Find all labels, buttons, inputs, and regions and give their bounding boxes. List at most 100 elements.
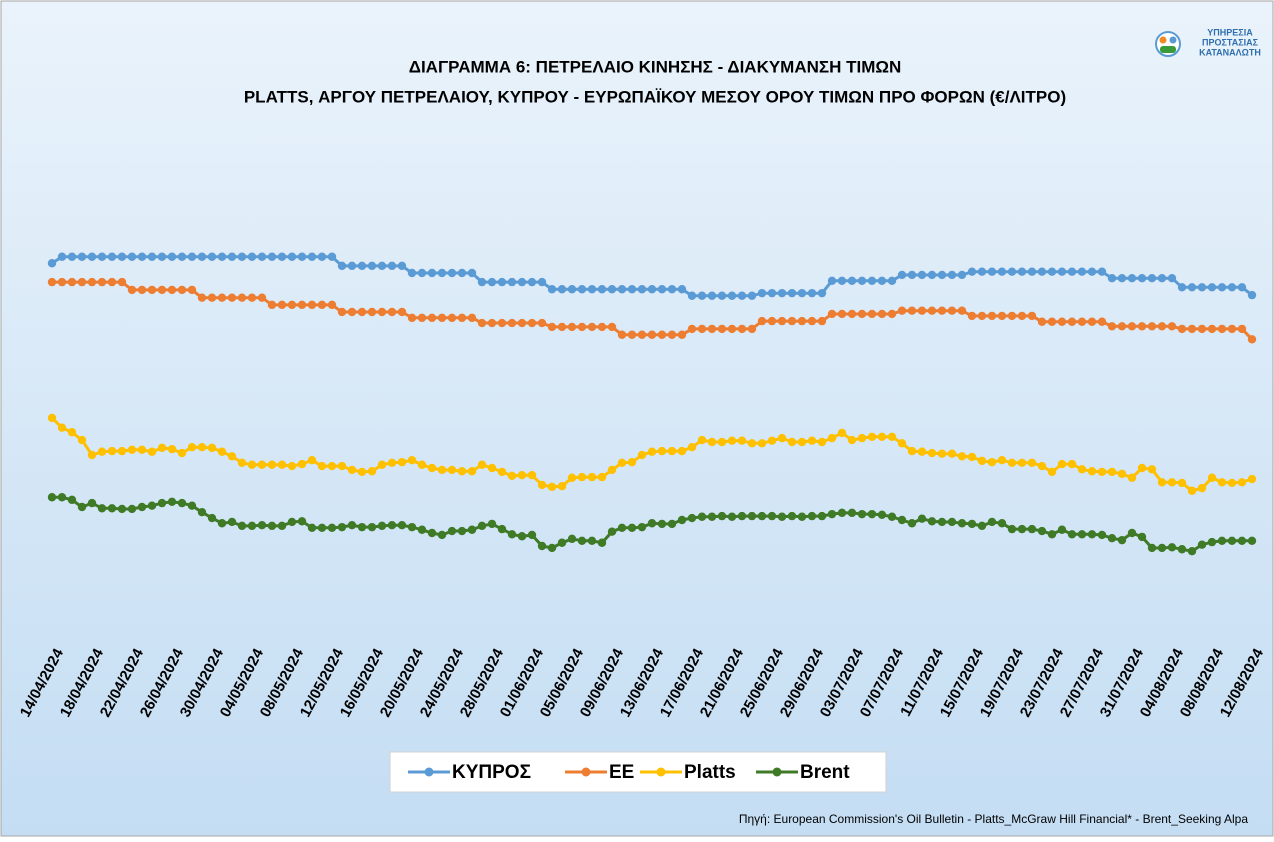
data-point — [567, 473, 577, 482]
data-point — [487, 318, 497, 328]
data-point — [727, 291, 737, 300]
data-point — [747, 439, 757, 448]
data-point — [1137, 322, 1147, 331]
data-point — [97, 252, 107, 261]
data-point — [1177, 478, 1187, 488]
data-point — [1217, 536, 1227, 545]
data-point — [457, 467, 467, 476]
data-point — [237, 252, 247, 261]
data-point — [907, 519, 917, 528]
data-point — [1197, 540, 1207, 549]
data-point — [787, 437, 797, 447]
data-point — [217, 252, 227, 261]
data-point — [1087, 317, 1097, 326]
logo-text: ΥΠΗΡΕΣΙΑ — [1207, 27, 1253, 37]
data-point — [1137, 274, 1147, 283]
data-point — [357, 307, 367, 317]
data-point — [177, 252, 187, 261]
data-point — [207, 513, 217, 523]
data-point — [1057, 267, 1067, 276]
data-point — [427, 463, 437, 473]
data-point — [287, 300, 297, 310]
data-point — [917, 306, 927, 315]
data-point — [507, 318, 517, 328]
data-point — [947, 449, 957, 458]
data-point — [537, 277, 547, 287]
data-point — [787, 316, 797, 326]
data-point — [1137, 532, 1147, 542]
legend-box — [389, 751, 887, 793]
data-point — [927, 306, 937, 315]
data-point — [1207, 283, 1217, 292]
data-point — [387, 458, 397, 467]
data-point — [497, 318, 507, 328]
data-point — [837, 428, 847, 438]
data-point — [1187, 547, 1197, 556]
data-point — [527, 318, 537, 328]
data-point — [1097, 467, 1107, 477]
data-point — [587, 536, 597, 545]
data-point — [717, 324, 727, 334]
data-point — [997, 519, 1007, 528]
data-point — [267, 300, 277, 310]
data-point — [757, 316, 767, 326]
data-point — [1157, 274, 1167, 283]
data-point — [857, 433, 867, 443]
data-point — [597, 322, 607, 332]
data-point — [737, 291, 747, 300]
data-point — [757, 288, 767, 298]
data-point — [907, 270, 917, 280]
data-point — [177, 285, 187, 295]
data-point — [327, 523, 337, 532]
data-point — [457, 526, 467, 536]
data-point — [527, 277, 537, 287]
data-point — [677, 515, 687, 525]
data-point — [197, 508, 207, 517]
data-point — [47, 277, 57, 287]
data-point — [357, 261, 367, 271]
data-point — [1067, 459, 1077, 469]
data-point — [297, 459, 307, 469]
data-point — [357, 522, 367, 532]
data-point — [1197, 324, 1207, 334]
data-point — [1117, 535, 1127, 545]
data-point — [1047, 317, 1057, 326]
data-point — [977, 521, 987, 531]
data-point — [797, 512, 807, 521]
data-point — [657, 285, 667, 294]
data-point — [887, 512, 897, 521]
data-point — [137, 252, 147, 261]
data-point — [917, 447, 927, 456]
data-point — [497, 467, 507, 477]
data-point — [1147, 465, 1157, 474]
data-point — [347, 307, 357, 317]
data-point — [527, 530, 537, 540]
data-point — [117, 504, 127, 514]
data-point — [407, 313, 417, 323]
data-point — [987, 517, 997, 527]
data-point — [207, 443, 217, 453]
data-point — [787, 288, 797, 298]
data-point — [647, 519, 657, 528]
data-point — [557, 322, 567, 332]
data-point — [1017, 458, 1027, 467]
data-point — [467, 313, 477, 323]
data-point — [1237, 283, 1247, 292]
data-point — [277, 300, 287, 310]
data-point — [557, 538, 567, 547]
data-point — [637, 450, 647, 460]
data-point — [57, 277, 67, 287]
data-point — [817, 511, 827, 521]
data-point — [167, 444, 177, 454]
data-point — [757, 439, 767, 448]
data-point — [967, 267, 977, 276]
data-point — [617, 523, 627, 532]
data-point — [1177, 324, 1187, 334]
data-point — [1017, 524, 1027, 534]
data-point — [817, 437, 827, 447]
data-point — [907, 306, 917, 315]
data-point — [697, 512, 707, 521]
data-point — [537, 480, 547, 490]
data-point — [177, 448, 187, 458]
data-point — [1247, 536, 1257, 545]
